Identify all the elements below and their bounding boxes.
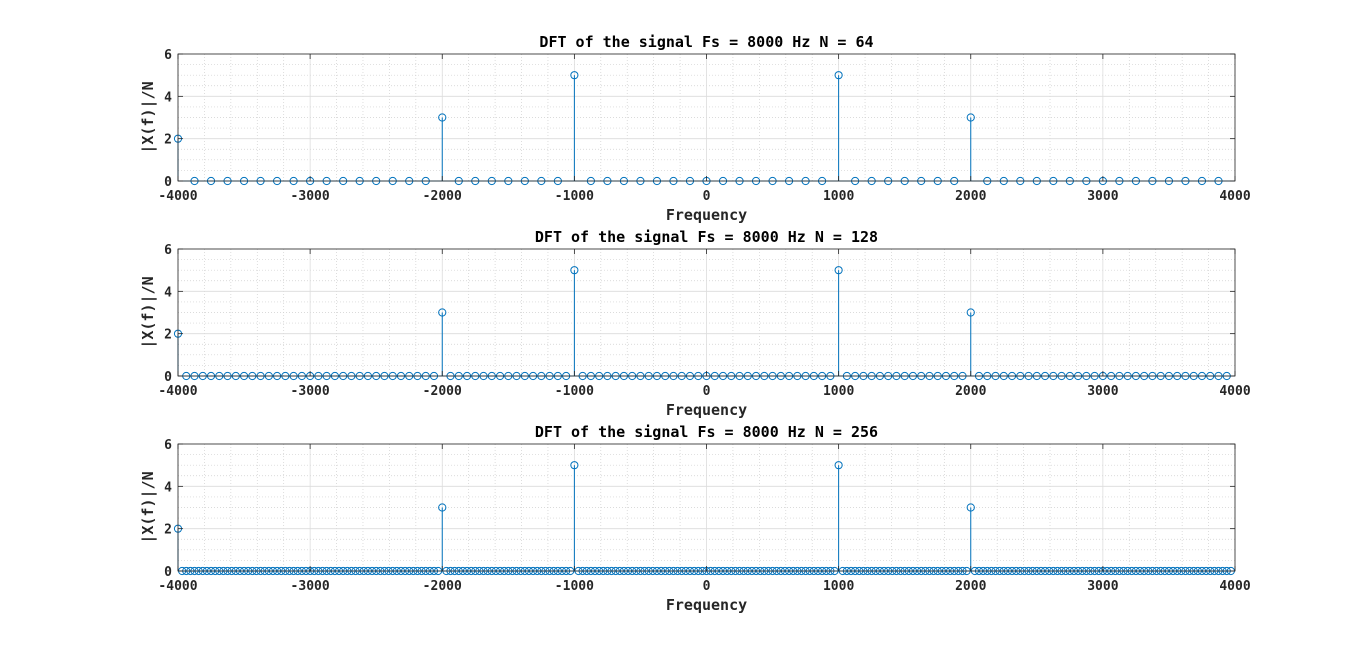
grid [177,443,1236,572]
x-tick-label: -3000 [291,384,330,399]
chart-panel-2: -4000 -3000 -2000 -1000 0 1000 2000 3000 4000 0 2 4… [139,228,1251,419]
grid [177,248,1236,377]
stem-marker [966,113,975,122]
y-tick-label: 6 [164,438,172,453]
x-tick-label: 4000 [1219,384,1250,399]
y-tick-label: 4 [164,480,172,495]
x-tick-label: 0 [703,189,711,204]
y-tick-label: 6 [164,243,172,258]
chart-panel-1: -4000 -3000 -2000 -1000 0 1000 2000 3000 4000 0 2 4… [139,33,1251,224]
stem-marker [438,113,447,122]
x-tick-label: 2000 [955,189,986,204]
y-tick-label: 0 [164,370,172,385]
x-tick-label: 1000 [823,384,854,399]
stem-marker [834,461,843,470]
x-tick-label: 3000 [1087,579,1118,594]
y-tick-label: 0 [164,565,172,580]
y-tick-label: 2 [164,523,172,538]
y-tick-label: 0 [164,175,172,190]
x-tick-label: 2000 [955,384,986,399]
x-tick-label: -2000 [423,189,462,204]
x-tick-label: 4000 [1219,579,1250,594]
x-axis-label: Frequency [666,401,747,419]
x-tick-label: -4000 [158,384,197,399]
y-axis-label: |X(f)|/N [139,81,158,153]
stem-marker [570,461,579,470]
x-tick-label: 1000 [823,579,854,594]
chart-title: DFT of the signal Fs = 8000 Hz N = 128 [535,228,878,246]
stem-marker [570,71,579,80]
stem-marker [438,503,447,512]
y-tick-label: 6 [164,48,172,63]
stem-marker [966,503,975,512]
x-axis-label: Frequency [666,206,747,224]
chart-title: DFT of the signal Fs = 8000 Hz N = 64 [539,33,873,51]
x-tick-label: -4000 [158,579,197,594]
x-tick-label: -2000 [423,579,462,594]
stem-marker [834,71,843,80]
x-tick-label: -3000 [291,579,330,594]
x-tick-label: 0 [703,384,711,399]
x-tick-label: -1000 [555,579,594,594]
x-tick-label: 1000 [823,189,854,204]
stem-marker [834,266,843,275]
stem-marker [438,308,447,317]
grid [177,53,1236,182]
chart-panel-3: -4000 -3000 -2000 -1000 0 1000 2000 3000 4000 0 2 4… [139,423,1251,614]
x-tick-label: -1000 [555,384,594,399]
x-tick-label: 2000 [955,579,986,594]
x-tick-label: -3000 [291,189,330,204]
x-tick-label: -4000 [158,189,197,204]
y-tick-label: 4 [164,285,172,300]
y-axis-label: |X(f)|/N [139,471,158,543]
y-tick-label: 2 [164,328,172,343]
x-tick-label: -1000 [555,189,594,204]
x-tick-label: 3000 [1087,189,1118,204]
x-axis-label: Frequency [666,596,747,614]
x-tick-label: 3000 [1087,384,1118,399]
stem-marker [570,266,579,275]
y-tick-label: 2 [164,133,172,148]
y-axis-label: |X(f)|/N [139,276,158,348]
y-tick-label: 4 [164,90,172,105]
x-tick-label: 0 [703,579,711,594]
chart-title: DFT of the signal Fs = 8000 Hz N = 256 [535,423,878,441]
stem-marker [966,308,975,317]
x-tick-label: -2000 [423,384,462,399]
x-tick-label: 4000 [1219,189,1250,204]
